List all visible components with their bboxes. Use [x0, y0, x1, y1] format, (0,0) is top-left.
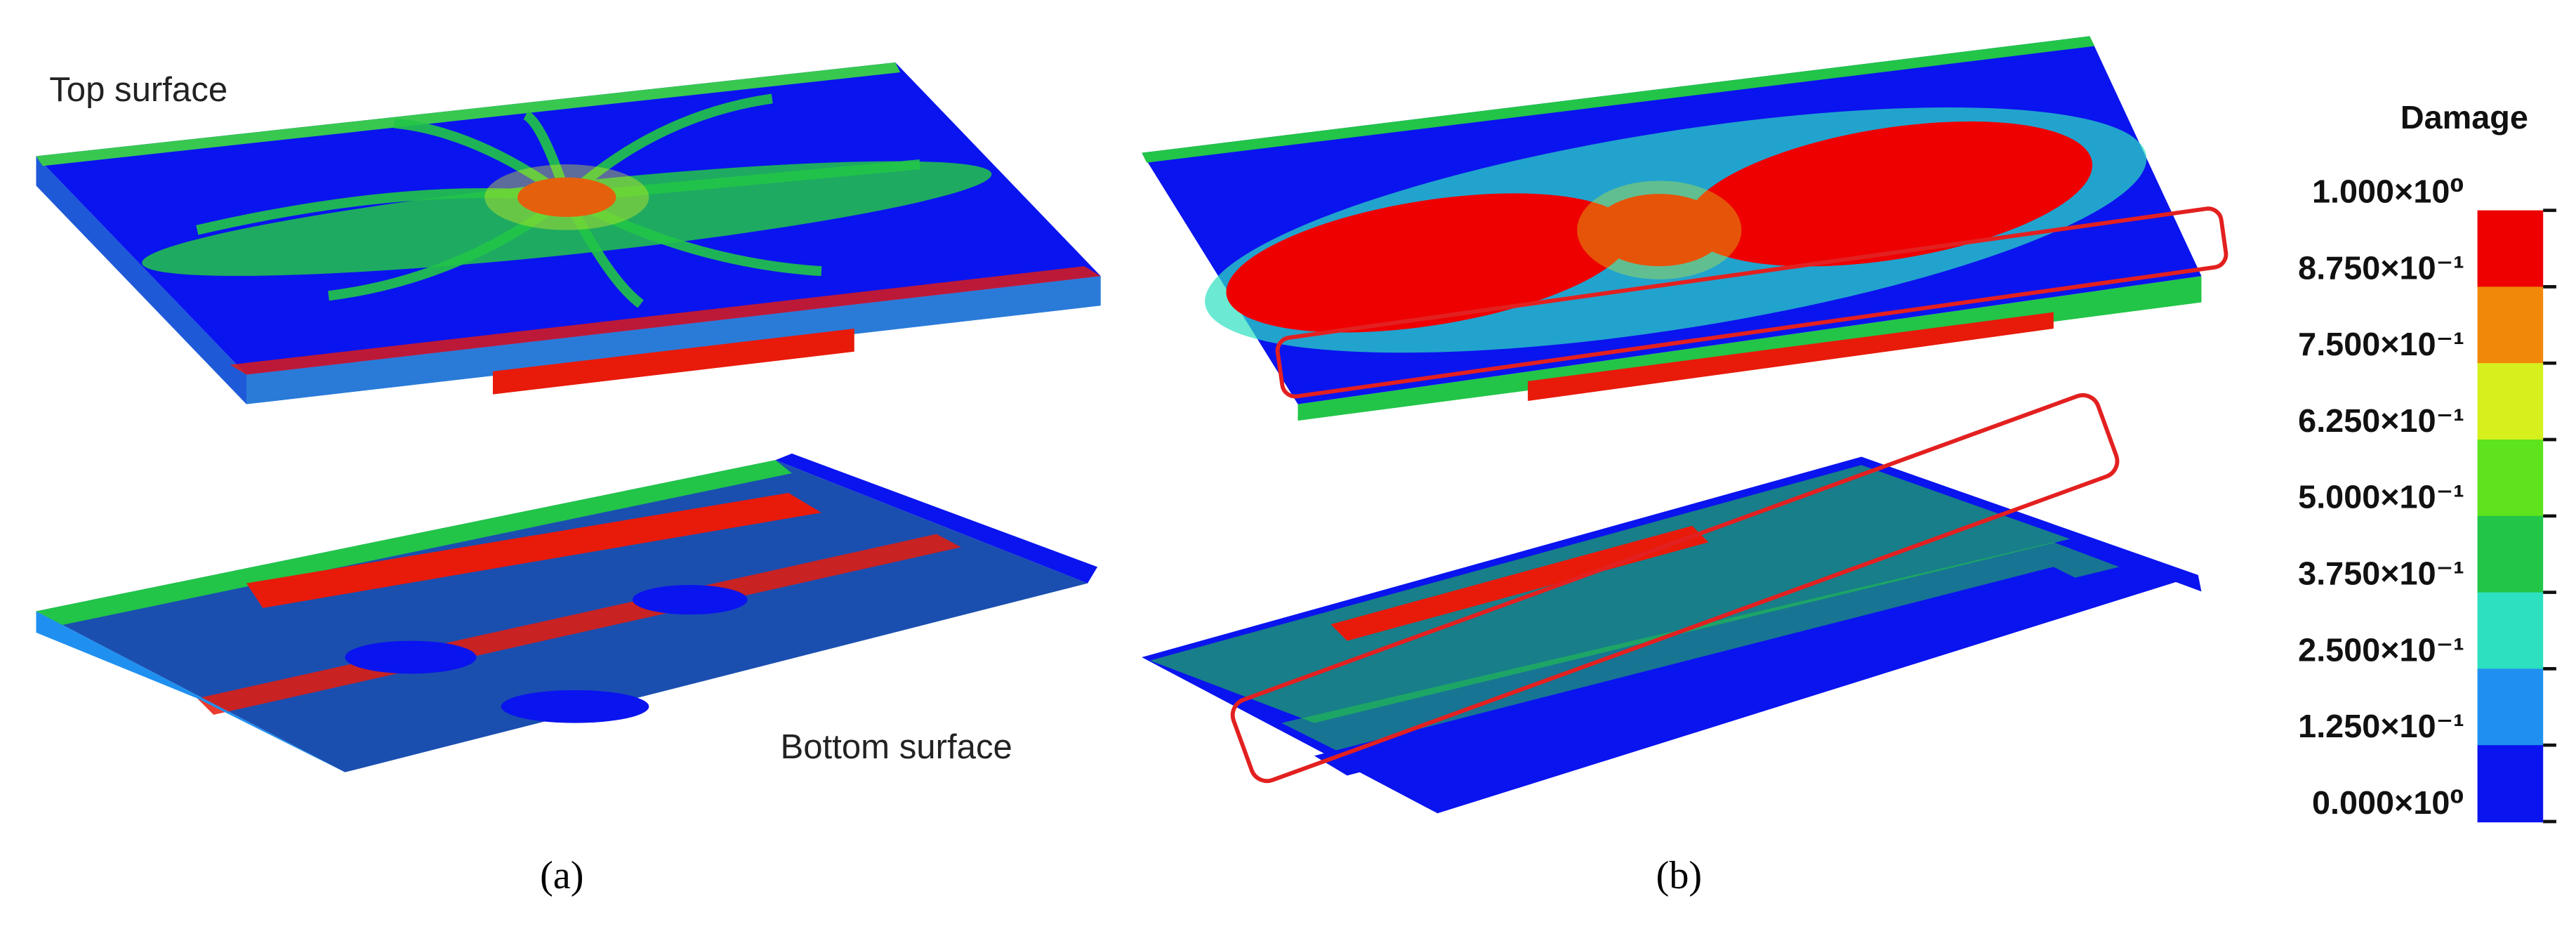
legend-label: 5.000×10⁻¹ — [2298, 479, 2464, 515]
legend-band — [2477, 745, 2544, 823]
panel-caption: (a) — [540, 854, 583, 897]
legend-label: 3.750×10⁻¹ — [2298, 555, 2464, 592]
legend-band — [2477, 668, 2544, 746]
legend-label: 0.000×10⁰ — [2312, 784, 2464, 821]
legend-title: Damage — [2400, 99, 2528, 136]
legend-band — [2477, 439, 2544, 517]
legend-label: 1.000×10⁰ — [2312, 173, 2464, 210]
bottom-surface-label: Bottom surface — [780, 728, 1012, 766]
legend-label: 2.500×10⁻¹ — [2298, 631, 2464, 668]
legend-label: 7.500×10⁻¹ — [2298, 326, 2464, 362]
legend-band — [2477, 363, 2544, 441]
legend-label: 1.250×10⁻¹ — [2298, 708, 2464, 744]
legend-label: 8.750×10⁻¹ — [2298, 249, 2464, 286]
legend: 1.000×10⁰ 8.750×10⁻¹ 7.500×10⁻¹ 6.250×10⁻¹ 5… — [2298, 173, 2556, 824]
slab-b-top — [1142, 36, 2228, 421]
legend-band — [2477, 210, 2544, 288]
legend-band — [2477, 515, 2544, 593]
panel-caption: (b) — [1656, 854, 1702, 897]
slab-a-top — [36, 62, 1101, 404]
slab-a-bottom — [36, 453, 1098, 772]
slab-b-bottom — [1142, 393, 2202, 814]
top-surface-label: Top surface — [49, 71, 227, 109]
legend-label: 6.250×10⁻¹ — [2298, 402, 2464, 439]
legend-band — [2477, 592, 2544, 670]
legend-band — [2477, 286, 2544, 364]
